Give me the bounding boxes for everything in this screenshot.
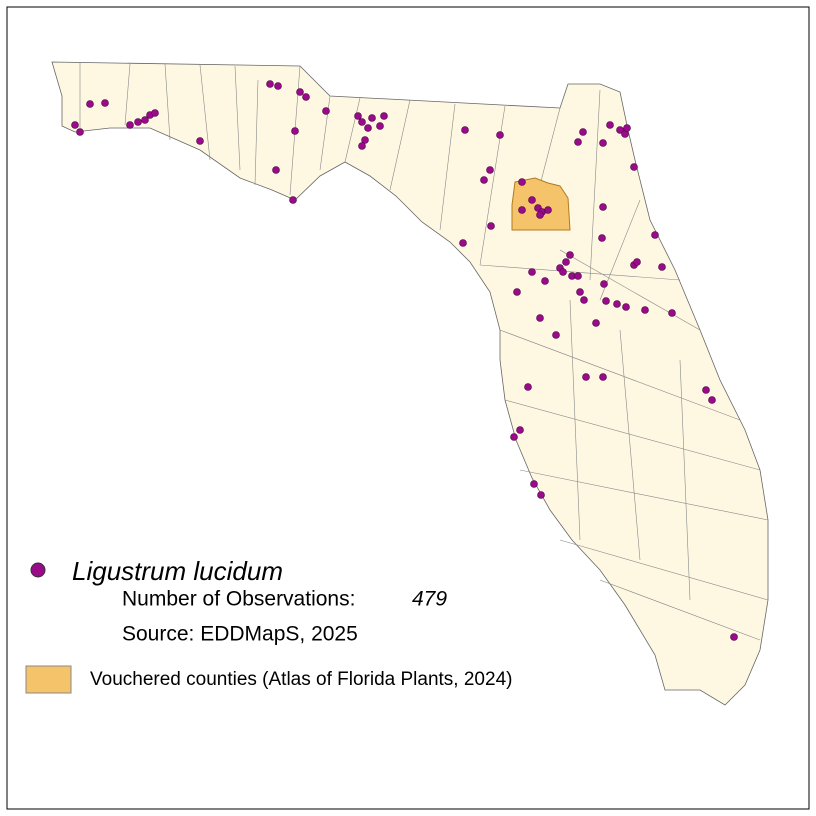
legend-source: Source: EDDMapS, 2025 — [122, 623, 358, 646]
observation-dot — [524, 383, 532, 391]
observation-dot — [126, 121, 134, 129]
observation-dot — [274, 82, 282, 90]
observation-dot — [496, 131, 504, 139]
observation-dot — [541, 277, 549, 285]
observation-dot — [461, 126, 469, 134]
observation-dot — [530, 480, 538, 488]
observation-dot — [668, 309, 676, 317]
observation-dot — [544, 206, 552, 214]
observation-dot — [600, 280, 608, 288]
observation-dot — [322, 107, 330, 115]
observation-dot — [730, 633, 738, 641]
observation-dot — [354, 112, 362, 120]
observation-dot — [592, 319, 600, 327]
observation-dot — [487, 222, 495, 230]
legend-species: Ligustrum lucidum — [72, 556, 283, 586]
legend-swatch — [25, 665, 72, 694]
observation-dot — [606, 121, 614, 129]
observation-dot — [101, 99, 109, 107]
observation-dot — [266, 80, 274, 88]
observation-dot — [486, 166, 494, 174]
observation-dot — [580, 296, 588, 304]
observation-dot — [566, 251, 574, 259]
observation-dot — [459, 239, 467, 247]
observation-dot — [616, 126, 624, 134]
observation-dot — [513, 288, 521, 296]
observation-dot — [582, 373, 590, 381]
observation-dot — [633, 258, 641, 266]
observation-dot — [641, 306, 649, 314]
observation-dot — [622, 303, 630, 311]
observation-dot — [516, 426, 524, 434]
observation-dot — [537, 491, 545, 499]
observation-dot — [658, 263, 666, 271]
observation-dot — [574, 272, 582, 280]
observation-dot — [71, 121, 79, 129]
observation-dot — [702, 386, 710, 394]
observation-dot — [651, 231, 659, 239]
observation-dot — [510, 433, 518, 441]
county-lines — [79, 62, 769, 641]
observation-dot — [86, 100, 94, 108]
observation-dot — [599, 139, 607, 147]
observation-dot — [602, 297, 610, 305]
observation-dot — [599, 203, 607, 211]
observations — [71, 80, 738, 641]
observation-dot — [562, 258, 570, 266]
observation-dot — [364, 124, 372, 132]
observation-dot — [559, 268, 567, 276]
observation-dot — [536, 211, 544, 219]
observation-dot — [552, 331, 560, 339]
observation-dot — [376, 122, 384, 130]
observation-dot — [630, 163, 638, 171]
observation-dot — [358, 142, 366, 150]
observation-dot — [302, 93, 310, 101]
observation-dot — [536, 314, 544, 322]
observation-dot — [480, 176, 488, 184]
observation-dot — [598, 234, 606, 242]
observation-dot — [358, 118, 366, 126]
observation-dot — [368, 114, 376, 122]
observation-dot — [134, 118, 142, 126]
observation-dot — [613, 300, 621, 308]
observation-dot — [579, 128, 587, 136]
observation-dot — [76, 128, 84, 136]
observation-dot — [623, 124, 631, 132]
observation-dot — [289, 196, 297, 204]
observation-dot — [708, 396, 716, 404]
observation-dot — [528, 196, 536, 204]
observation-dot — [272, 166, 280, 174]
observation-dot — [574, 138, 582, 146]
observation-dot — [380, 112, 388, 120]
observation-dot — [141, 116, 149, 124]
observation-dot — [576, 288, 584, 296]
legend-observations-label: Number of Observations: — [122, 588, 355, 611]
observation-dot — [296, 88, 304, 96]
observation-dot — [518, 206, 526, 214]
observation-dot — [599, 373, 607, 381]
legend-vouchered: Vouchered counties (Atlas of Florida Pla… — [90, 669, 512, 690]
observation-dot — [528, 268, 536, 276]
legend-dot — [30, 562, 46, 578]
observation-dot — [361, 136, 369, 144]
observation-dot — [196, 137, 204, 145]
observation-dot — [518, 178, 526, 186]
florida-outline — [51, 61, 769, 706]
legend-observations: 479 — [412, 588, 447, 611]
observation-dot — [291, 127, 299, 135]
observation-dot — [151, 109, 159, 117]
vouchered-county — [511, 177, 571, 231]
